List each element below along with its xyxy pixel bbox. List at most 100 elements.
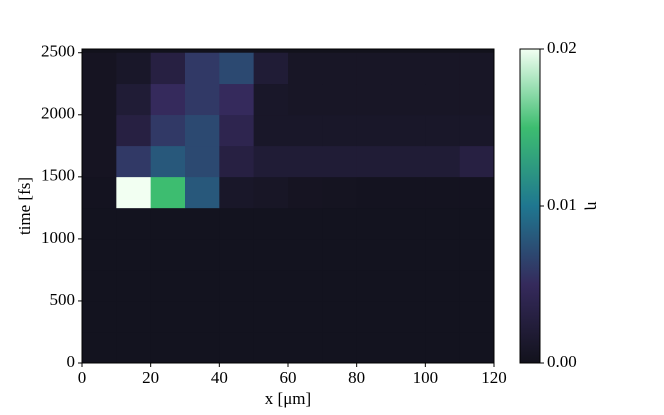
heatmap-cell [356, 176, 392, 209]
heatmap-cell [185, 300, 220, 333]
heatmap-cell [391, 238, 426, 271]
colorbar-tick-label: 0.02 [547, 38, 577, 57]
heatmap-cell [219, 207, 254, 240]
colorbar-tick-label: 0.00 [547, 352, 577, 371]
heatmap-cells [82, 52, 494, 363]
heatmap-cell [459, 145, 494, 178]
heatmap-cell [219, 238, 254, 271]
x-tick-label: 0 [78, 368, 87, 387]
heatmap-cell [288, 83, 323, 116]
heatmap-cell [288, 331, 323, 363]
x-tick-label: 40 [211, 368, 228, 387]
heatmap-cell [356, 83, 392, 116]
heatmap-cell [356, 331, 392, 363]
heatmap-cell [322, 207, 357, 240]
heatmap-cell [288, 52, 323, 85]
heatmap-cell [150, 300, 186, 333]
heatmap-cell [219, 114, 254, 147]
heatmap-cell [253, 300, 289, 333]
heatmap-cell [185, 238, 220, 271]
heatmap-cell [150, 176, 186, 209]
heatmap-cell [150, 52, 186, 85]
heatmap-cell [356, 114, 392, 147]
heatmap-cell [185, 114, 220, 147]
heatmap-cell [425, 83, 460, 116]
heatmap-cell [150, 238, 186, 271]
heatmap-cell [150, 269, 186, 302]
heatmap-cell [425, 176, 460, 209]
heatmap-cell [425, 269, 460, 302]
heatmap-cell [356, 52, 392, 85]
x-tick-label: 80 [348, 368, 365, 387]
heatmap-cell [459, 300, 494, 333]
heatmap-cell [391, 207, 426, 240]
heatmap-cell [459, 52, 494, 85]
y-tick-label: 2000 [41, 104, 75, 123]
heatmap-cell [116, 52, 151, 85]
heatmap-cell [322, 238, 357, 271]
heatmap-cell [253, 238, 289, 271]
heatmap-cell [82, 207, 117, 240]
heatmap-cell [356, 207, 392, 240]
heatmap-cell [459, 176, 494, 209]
heatmap-cell [459, 269, 494, 302]
heatmap-cell [185, 207, 220, 240]
heatmap-cell [253, 52, 289, 85]
heatmap-cell [288, 300, 323, 333]
heatmap-cell [391, 83, 426, 116]
heatmap-cell [391, 114, 426, 147]
heatmap-cell [322, 114, 357, 147]
heatmap-cell [185, 52, 220, 85]
heatmap-cell [356, 269, 392, 302]
heatmap-cell [219, 52, 254, 85]
heatmap-cell [356, 238, 392, 271]
y-tick-label: 0 [67, 352, 76, 371]
heatmap-cell [253, 269, 289, 302]
heatmap-cell [116, 207, 151, 240]
heatmap-cell [185, 176, 220, 209]
heatmap-cell [391, 300, 426, 333]
heatmap-cell [185, 83, 220, 116]
heatmap-cell [219, 331, 254, 363]
heatmap-cell [185, 331, 220, 363]
heatmap-cell [425, 52, 460, 85]
heatmap-cell [82, 176, 117, 209]
heatmap-cell [150, 331, 186, 363]
heatmap-cell [391, 52, 426, 85]
heatmap-cell [391, 176, 426, 209]
heatmap-cell [219, 145, 254, 178]
heatmap-cell [253, 331, 289, 363]
heatmap-cell [391, 331, 426, 363]
heatmap-cell [82, 52, 117, 85]
y-tick-label: 1500 [41, 166, 75, 185]
heatmap-cell [82, 331, 117, 363]
heatmap-cell [185, 145, 220, 178]
heatmap-cell [322, 331, 357, 363]
heatmap-cell [116, 83, 151, 116]
heatmap-cell [391, 269, 426, 302]
heatmap-cell [322, 52, 357, 85]
heatmap-cell [322, 83, 357, 116]
heatmap-cell [116, 145, 151, 178]
heatmap-cell [425, 238, 460, 271]
heatmap-cell [425, 300, 460, 333]
heatmap-cell [82, 83, 117, 116]
heatmap-cell [185, 269, 220, 302]
heatmap-cell [322, 300, 357, 333]
heatmap-cell [356, 300, 392, 333]
heatmap-cell [425, 145, 460, 178]
heatmap-cell [82, 300, 117, 333]
heatmap-cell [116, 114, 151, 147]
heatmap-cell [288, 145, 323, 178]
x-tick-label: 20 [142, 368, 159, 387]
heatmap-cell [82, 269, 117, 302]
heatmap-cell [322, 176, 357, 209]
heatmap-cell [150, 145, 186, 178]
heatmap-cell [253, 207, 289, 240]
heatmap-cell [425, 114, 460, 147]
x-tick-label: 60 [280, 368, 297, 387]
colorbar-tick-label: 0.01 [547, 195, 577, 214]
heatmap-cell [116, 269, 151, 302]
heatmap-cell [219, 300, 254, 333]
heatmap-cell [82, 145, 117, 178]
